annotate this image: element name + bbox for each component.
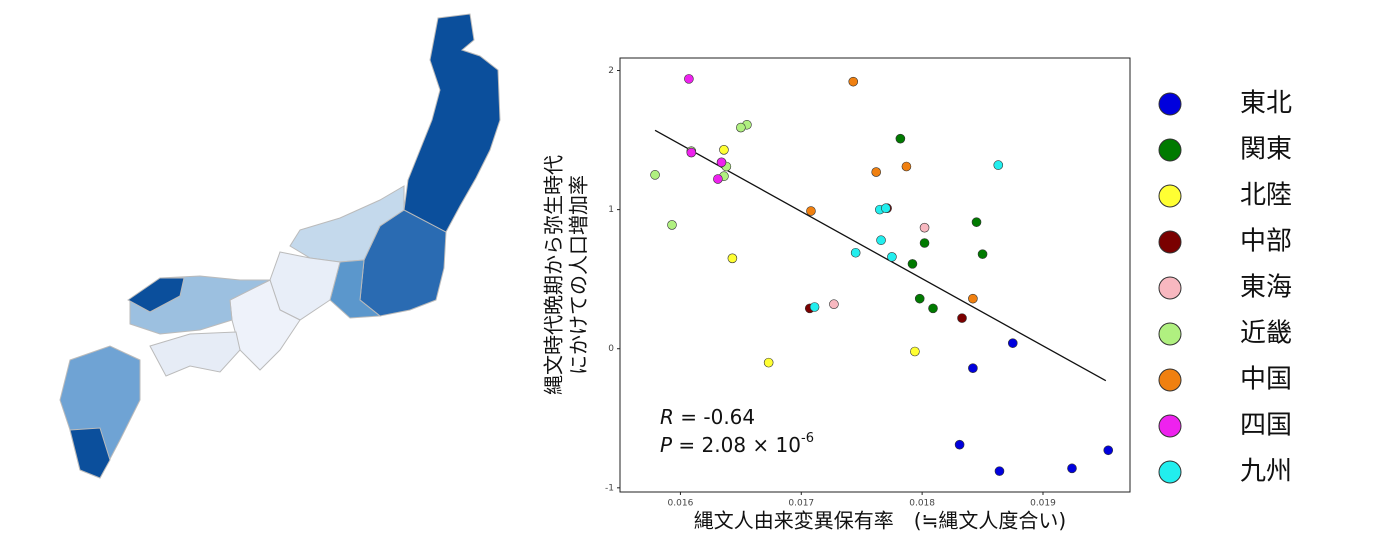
data-point — [727, 253, 738, 264]
legend-label: 東海 — [1240, 273, 1292, 303]
data-point — [954, 439, 965, 450]
data-point — [850, 247, 861, 258]
legend-label: 関東 — [1240, 135, 1292, 165]
data-point — [1103, 445, 1114, 456]
trend-line — [654, 129, 1107, 382]
data-point — [876, 235, 886, 246]
data-point — [907, 259, 918, 269]
y-tick-label: 1 — [608, 205, 614, 215]
data-point — [919, 238, 930, 248]
legend-label: 近畿 — [1240, 319, 1292, 349]
plot-frame — [619, 57, 1131, 493]
data-point — [716, 157, 727, 168]
annotation-value: = 2.08 × 10 — [672, 433, 801, 457]
legend-label: 四国 — [1240, 411, 1292, 441]
data-point — [910, 346, 920, 357]
data-point — [684, 74, 694, 84]
map-shikoku — [149, 331, 241, 377]
data-point — [667, 220, 677, 230]
data-point — [871, 167, 882, 177]
data-point — [1067, 463, 1077, 474]
data-point — [901, 161, 912, 172]
annotation-value: = -0.64 — [674, 405, 755, 429]
data-point — [968, 363, 978, 373]
data-point — [829, 299, 839, 310]
x-tick-label: 0.017 — [788, 499, 814, 509]
x-axis-label: 縄文人由来変異保有率 (≒縄文人度合い) — [694, 509, 1066, 533]
data-point — [848, 76, 859, 87]
data-point — [719, 145, 729, 155]
annotation-symbol: P — [660, 433, 673, 457]
data-point — [957, 313, 967, 323]
data-point — [914, 293, 925, 304]
legend-marker — [1158, 460, 1182, 484]
data-point — [968, 293, 978, 304]
data-point — [806, 206, 816, 216]
data-point — [1007, 338, 1018, 348]
data-point — [713, 174, 723, 184]
map-tohoku — [403, 13, 501, 233]
legend-label: 東北 — [1240, 89, 1292, 119]
legend-label: 北陸 — [1240, 181, 1292, 211]
legend-marker — [1158, 276, 1182, 300]
legend-marker — [1158, 368, 1182, 392]
legend-marker — [1158, 138, 1182, 162]
data-point — [919, 222, 930, 233]
y-tick-label: -1 — [605, 483, 614, 493]
data-point — [994, 466, 1005, 476]
annotation-symbol: R — [660, 405, 674, 429]
map-shimane — [127, 277, 185, 313]
legend-marker — [1158, 184, 1182, 208]
y-axis-label: にかけての人口増加率 — [567, 175, 591, 375]
y-tick-label: 2 — [608, 66, 614, 76]
legend-label: 中部 — [1240, 227, 1292, 257]
data-point — [650, 170, 660, 180]
legend-marker — [1158, 230, 1182, 254]
x-tick-label: 0.018 — [909, 499, 935, 509]
map-hokuriku — [289, 185, 405, 263]
legend-label: 中国 — [1240, 365, 1292, 395]
legend-marker — [1158, 322, 1182, 346]
x-tick-label: 0.019 — [1030, 499, 1056, 509]
data-point — [686, 147, 697, 158]
y-axis-label: 縄文時代晩期から弥生時代 — [542, 155, 566, 395]
data-point — [736, 122, 746, 133]
data-point — [993, 160, 1004, 170]
data-point — [887, 252, 897, 262]
data-point — [763, 357, 774, 368]
data-point — [928, 303, 938, 314]
legend-label: 九州 — [1240, 457, 1292, 487]
x-tick-label: 0.016 — [668, 499, 694, 509]
data-point — [977, 249, 988, 259]
legend-marker — [1158, 92, 1182, 116]
y-tick-label: 0 — [608, 344, 614, 354]
map-kinki — [229, 279, 301, 371]
japan-map — [59, 13, 501, 479]
annotation-exponent: -6 — [801, 431, 814, 446]
map-kagoshima — [69, 427, 111, 479]
data-point — [971, 217, 982, 227]
data-point — [881, 203, 891, 214]
annotation: P = 2.08 × 10-6 — [660, 431, 814, 457]
data-point — [895, 133, 906, 144]
data-point — [809, 302, 820, 312]
legend-marker — [1158, 414, 1182, 438]
annotation: R = -0.64 — [660, 405, 755, 429]
